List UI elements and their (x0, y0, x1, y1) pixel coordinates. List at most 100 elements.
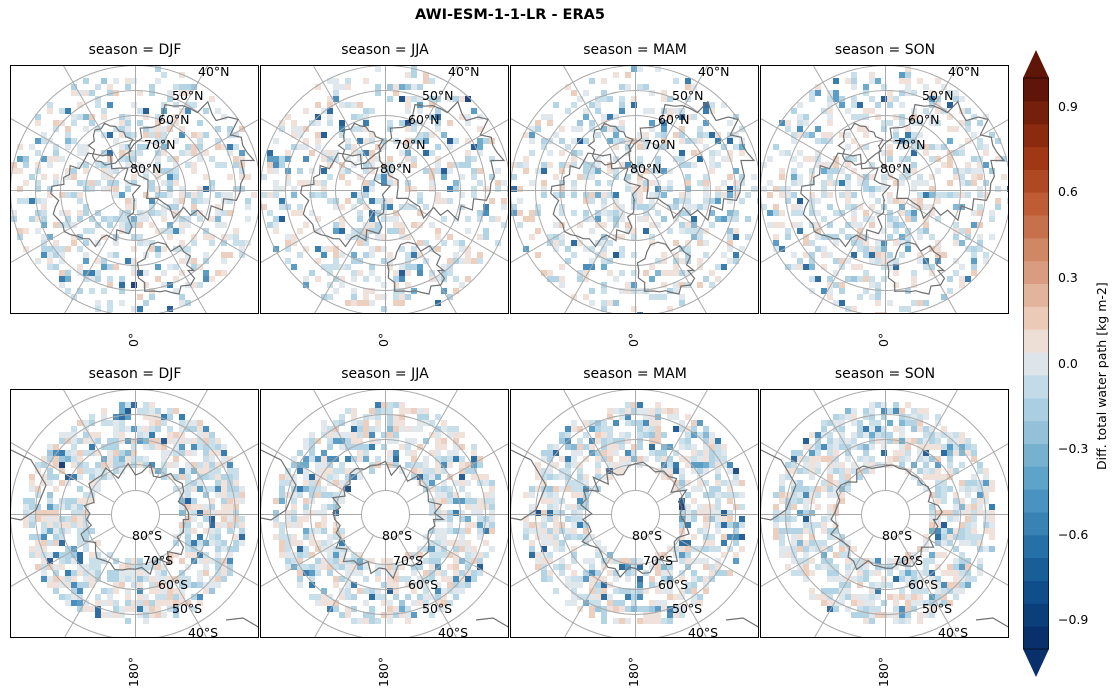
field-cell (971, 522, 977, 528)
latitude-label: 60°N (658, 112, 690, 127)
field-cell (715, 474, 721, 480)
field-cell (203, 270, 209, 276)
field-cell (447, 528, 453, 534)
field-cell (101, 420, 107, 426)
field-cell (875, 282, 881, 288)
field-cell (809, 510, 815, 516)
field-cell (173, 204, 179, 210)
field-cell (797, 126, 803, 132)
field-cell (83, 150, 89, 156)
field-cell (417, 546, 423, 552)
field-cell (477, 168, 483, 174)
field-cell (489, 492, 495, 498)
field-cell (875, 114, 881, 120)
field-cell (477, 570, 483, 576)
field-cell (851, 204, 857, 210)
field-cell (791, 222, 797, 228)
field-cell (845, 408, 851, 414)
field-cell (89, 576, 95, 582)
field-cell (637, 198, 643, 204)
field-cell (161, 228, 167, 234)
field-cell (613, 444, 619, 450)
field-cell (167, 228, 173, 234)
field-cell (197, 198, 203, 204)
field-cell (845, 588, 851, 594)
field-cell (697, 600, 703, 606)
field-cell (149, 246, 155, 252)
field-cell (297, 576, 303, 582)
field-cell (935, 456, 941, 462)
field-cell (333, 78, 339, 84)
field-cell (929, 516, 935, 522)
field-cell (637, 66, 643, 72)
field-cell (149, 432, 155, 438)
panel-title: season = DJF (88, 42, 182, 58)
field-cell (857, 444, 863, 450)
field-cell (363, 288, 369, 294)
field-cell (381, 432, 387, 438)
field-cell (191, 426, 197, 432)
field-cell (881, 258, 887, 264)
field-cell (983, 162, 989, 168)
field-cell (435, 228, 441, 234)
field-cell (447, 510, 453, 516)
field-cell (41, 210, 47, 216)
field-cell (459, 540, 465, 546)
field-cell (411, 162, 417, 168)
field-cell (625, 564, 631, 570)
field-cell (155, 564, 161, 570)
field-cell (929, 210, 935, 216)
field-cell (83, 492, 89, 498)
field-cell (791, 480, 797, 486)
field-cell (47, 468, 53, 474)
field-cell (465, 462, 471, 468)
field-cell (417, 96, 423, 102)
field-cell (339, 492, 345, 498)
field-cell (971, 504, 977, 510)
field-cell (601, 438, 607, 444)
field-cell (483, 522, 489, 528)
field-cell (589, 216, 595, 222)
field-cell (917, 174, 923, 180)
field-cell (619, 96, 625, 102)
field-cell (845, 204, 851, 210)
field-cell (155, 444, 161, 450)
field-cell (447, 552, 453, 558)
field-cell (161, 582, 167, 588)
field-cell (619, 162, 625, 168)
field-cell (209, 462, 215, 468)
field-cell (137, 606, 143, 612)
field-cell (185, 582, 191, 588)
field-cell (149, 426, 155, 432)
field-cell (77, 528, 83, 534)
field-cell (173, 102, 179, 108)
field-cell (89, 288, 95, 294)
field-cell (869, 294, 875, 300)
field-cell (387, 450, 393, 456)
field-cell (483, 528, 489, 534)
field-cell (435, 546, 441, 552)
field-cell (875, 570, 881, 576)
field-cell (709, 438, 715, 444)
field-cell (857, 420, 863, 426)
field-cell (35, 216, 41, 222)
field-cell (405, 612, 411, 618)
field-cell (185, 474, 191, 480)
field-cell (649, 408, 655, 414)
field-cell (547, 510, 553, 516)
field-cell (131, 582, 137, 588)
field-cell (845, 144, 851, 150)
field-cell (29, 504, 35, 510)
field-cell (191, 606, 197, 612)
field-cell (327, 108, 333, 114)
longitude-label: 180° (376, 656, 391, 687)
field-cell (435, 432, 441, 438)
field-cell (935, 108, 941, 114)
field-cell (709, 162, 715, 168)
field-cell (77, 264, 83, 270)
field-cell (483, 504, 489, 510)
field-cell (215, 108, 221, 114)
field-cell (35, 552, 41, 558)
field-cell (839, 168, 845, 174)
field-cell (83, 114, 89, 120)
